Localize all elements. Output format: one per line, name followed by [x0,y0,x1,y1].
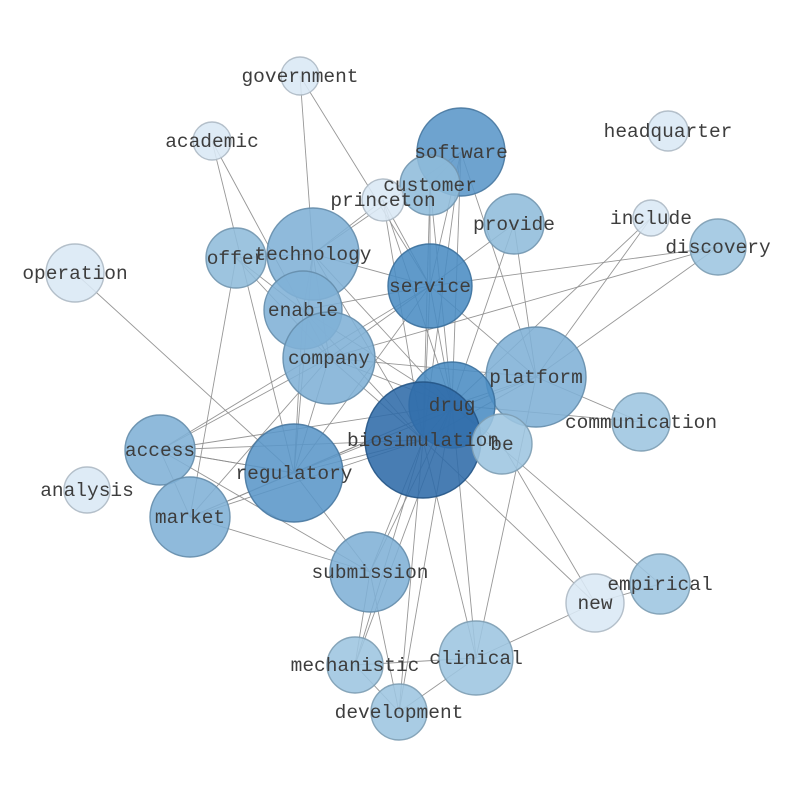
svg-text:clinical: clinical [429,648,523,670]
svg-text:software: software [414,142,508,164]
svg-text:service: service [389,276,471,298]
svg-text:government: government [241,66,358,88]
svg-text:development: development [335,702,464,724]
svg-text:communication: communication [565,412,717,434]
svg-text:enable: enable [268,300,338,322]
svg-text:analysis: analysis [40,480,134,502]
svg-text:discovery: discovery [665,237,771,259]
svg-text:operation: operation [22,263,127,285]
svg-text:provide: provide [473,214,555,236]
svg-text:be: be [490,434,513,456]
svg-text:academic: academic [165,131,259,153]
svg-text:princeton: princeton [330,190,435,212]
svg-text:company: company [288,348,370,370]
svg-text:drug: drug [429,395,476,417]
svg-text:biosimulation: biosimulation [347,430,499,452]
svg-text:platform: platform [489,367,583,389]
svg-text:empirical: empirical [607,574,712,596]
svg-text:include: include [610,208,692,230]
svg-text:technology: technology [254,244,371,266]
svg-text:regulatory: regulatory [235,463,352,485]
svg-text:market: market [155,507,225,529]
svg-text:mechanistic: mechanistic [291,655,420,677]
svg-text:submission: submission [311,562,428,584]
svg-text:headquarter: headquarter [604,121,733,143]
svg-text:new: new [577,593,612,615]
svg-text:access: access [125,440,195,462]
